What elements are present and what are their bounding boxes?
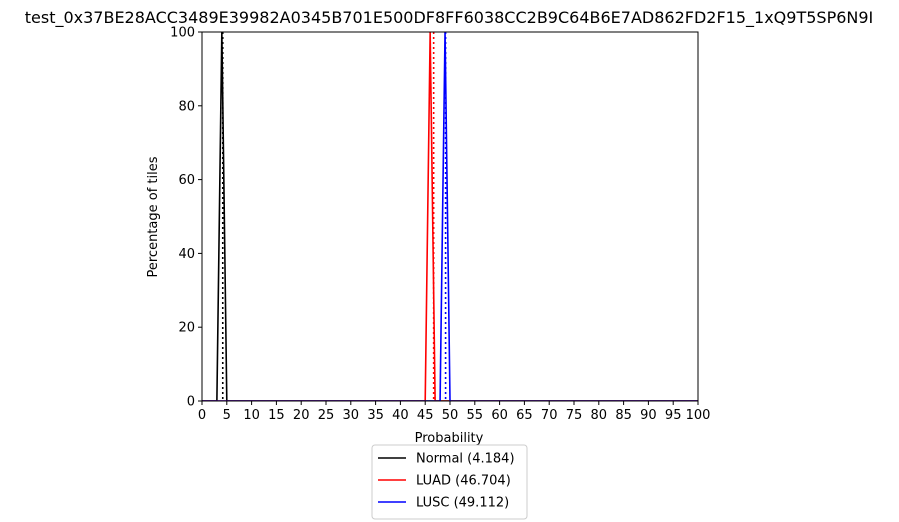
- x-tick-label: 20: [293, 408, 310, 423]
- x-tick-label: 55: [467, 408, 484, 423]
- y-tick-label: 80: [178, 99, 195, 114]
- legend: Normal (4.184) LUAD (46.704) LUSC (49.112): [371, 444, 528, 520]
- y-tick-label: 20: [178, 321, 195, 336]
- x-tick-label: 80: [591, 408, 608, 423]
- y-tick-label: 100: [170, 26, 195, 41]
- chart-title: test_0x37BE28ACC3489E39982A0345B701E500D…: [25, 8, 874, 28]
- x-tick-label: 0: [198, 408, 206, 423]
- x-tick-label: 25: [318, 408, 335, 423]
- plot-area: [202, 32, 698, 401]
- x-tick-label: 30: [343, 408, 360, 423]
- x-tick-label: 5: [223, 408, 231, 423]
- x-tick-label: 60: [491, 408, 508, 423]
- x-tick-label: 95: [665, 408, 682, 423]
- x-tick-label: 90: [640, 408, 657, 423]
- y-tick-label: 60: [178, 173, 195, 188]
- x-tick-label: 10: [243, 408, 260, 423]
- x-tick-label: 50: [442, 408, 459, 423]
- x-tick-label: 100: [686, 408, 711, 423]
- x-tick-label: 75: [566, 408, 583, 423]
- x-tick-label: 45: [417, 408, 434, 423]
- x-axis-label: Probability: [415, 431, 484, 446]
- x-tick-label: 85: [615, 408, 632, 423]
- series-line-2: [202, 32, 698, 401]
- y-tick-label: 40: [178, 247, 195, 262]
- x-tick-label: 35: [367, 408, 384, 423]
- legend-box: [371, 444, 528, 520]
- x-axis: 0 5 10 15 20 25 30 35 40 45 50 55 60 65 70 75 80 85 90 95 10…: [198, 401, 711, 423]
- legend-label-1: LUAD (46.704): [416, 474, 511, 489]
- y-axis-label: Percentage of tiles: [146, 156, 161, 277]
- x-tick-label: 65: [516, 408, 533, 423]
- x-tick-label: 70: [541, 408, 558, 423]
- y-tick-label: 0: [187, 395, 195, 410]
- legend-label-2: LUSC (49.112): [416, 496, 509, 511]
- y-axis: 0 20 40 60 80 100: [170, 26, 202, 410]
- x-tick-label: 15: [268, 408, 285, 423]
- x-tick-label: 40: [392, 408, 409, 423]
- legend-label-0: Normal (4.184): [416, 452, 515, 467]
